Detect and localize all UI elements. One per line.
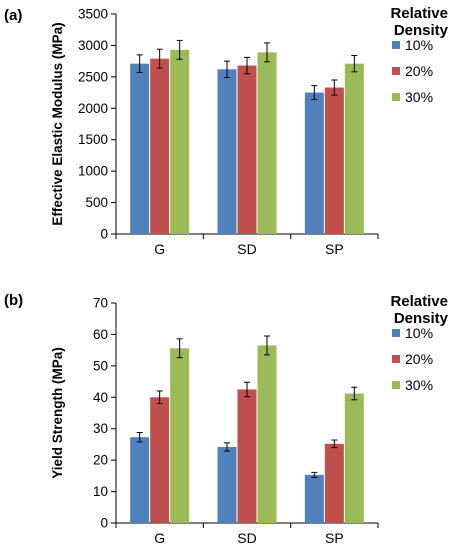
y-tick-label: 2000 bbox=[78, 101, 108, 116]
bar bbox=[130, 63, 150, 235]
panel-label: (a) bbox=[4, 7, 22, 24]
legend-title: Relative bbox=[390, 5, 448, 22]
y-tick-label: 500 bbox=[85, 195, 108, 210]
bar bbox=[304, 474, 324, 523]
bar bbox=[217, 446, 237, 523]
bar bbox=[344, 393, 364, 523]
legend-label: 20% bbox=[405, 63, 433, 79]
y-tick-label: 40 bbox=[93, 390, 108, 405]
bar bbox=[150, 397, 170, 523]
y-tick-label: 3000 bbox=[78, 38, 108, 53]
legend-swatch bbox=[392, 67, 400, 75]
x-tick-label: G bbox=[154, 241, 165, 257]
bar bbox=[324, 87, 344, 235]
y-tick-label: 2500 bbox=[78, 69, 108, 84]
legend-title: Density bbox=[394, 22, 449, 39]
legend-swatch bbox=[392, 41, 400, 49]
bar bbox=[257, 345, 277, 523]
y-tick-label: 3500 bbox=[78, 7, 108, 22]
y-tick-label: 10 bbox=[93, 484, 108, 499]
bar bbox=[304, 92, 324, 234]
legend-label: 30% bbox=[405, 377, 433, 393]
y-tick-label: 1500 bbox=[78, 132, 108, 147]
y-tick-label: 0 bbox=[100, 516, 108, 531]
legend-label: 30% bbox=[405, 89, 433, 105]
legend-swatch bbox=[392, 355, 400, 363]
legend-title: Relative bbox=[390, 293, 448, 310]
bar bbox=[257, 52, 277, 234]
x-tick-label: SP bbox=[325, 241, 344, 257]
legend-label: 10% bbox=[405, 37, 433, 53]
y-axis-title: Effective Elastic Modulus (MPa) bbox=[50, 22, 65, 225]
legend-swatch bbox=[392, 93, 400, 101]
legend-title: Density bbox=[394, 310, 449, 327]
y-tick-label: 70 bbox=[93, 296, 108, 311]
bar bbox=[170, 49, 190, 235]
chart-panel-a: (a) Effective Elastic Modulus (MPa) 0 500 10… bbox=[4, 5, 449, 257]
y-tick-label: 30 bbox=[93, 421, 108, 436]
legend-swatch bbox=[392, 329, 400, 337]
bar bbox=[344, 63, 364, 235]
y-tick-label: 60 bbox=[93, 327, 108, 342]
y-tick-label: 0 bbox=[100, 227, 108, 242]
bar bbox=[217, 69, 237, 234]
legend-label: 20% bbox=[405, 351, 433, 367]
bar bbox=[237, 389, 257, 523]
y-tick-label: 50 bbox=[93, 358, 108, 373]
x-tick-label: SP bbox=[325, 530, 344, 546]
bar bbox=[130, 437, 150, 523]
y-axis-title: Yield Strength (MPa) bbox=[50, 347, 65, 479]
x-tick-label: SD bbox=[237, 530, 256, 546]
legend-label: 10% bbox=[405, 325, 433, 341]
panel-label: (b) bbox=[4, 292, 23, 309]
bar bbox=[237, 65, 257, 235]
legend-swatch bbox=[392, 381, 400, 389]
y-tick-label: 20 bbox=[93, 453, 108, 468]
bar bbox=[324, 443, 344, 523]
y-tick-label: 1000 bbox=[78, 164, 108, 179]
x-tick-label: G bbox=[154, 530, 165, 546]
bar bbox=[170, 348, 190, 523]
bar bbox=[150, 58, 170, 234]
chart-panel-b: (b) Yield Strength (MPa) 0 10 20 30 40 50 60 70 G S… bbox=[4, 292, 449, 546]
x-tick-label: SD bbox=[237, 241, 256, 257]
